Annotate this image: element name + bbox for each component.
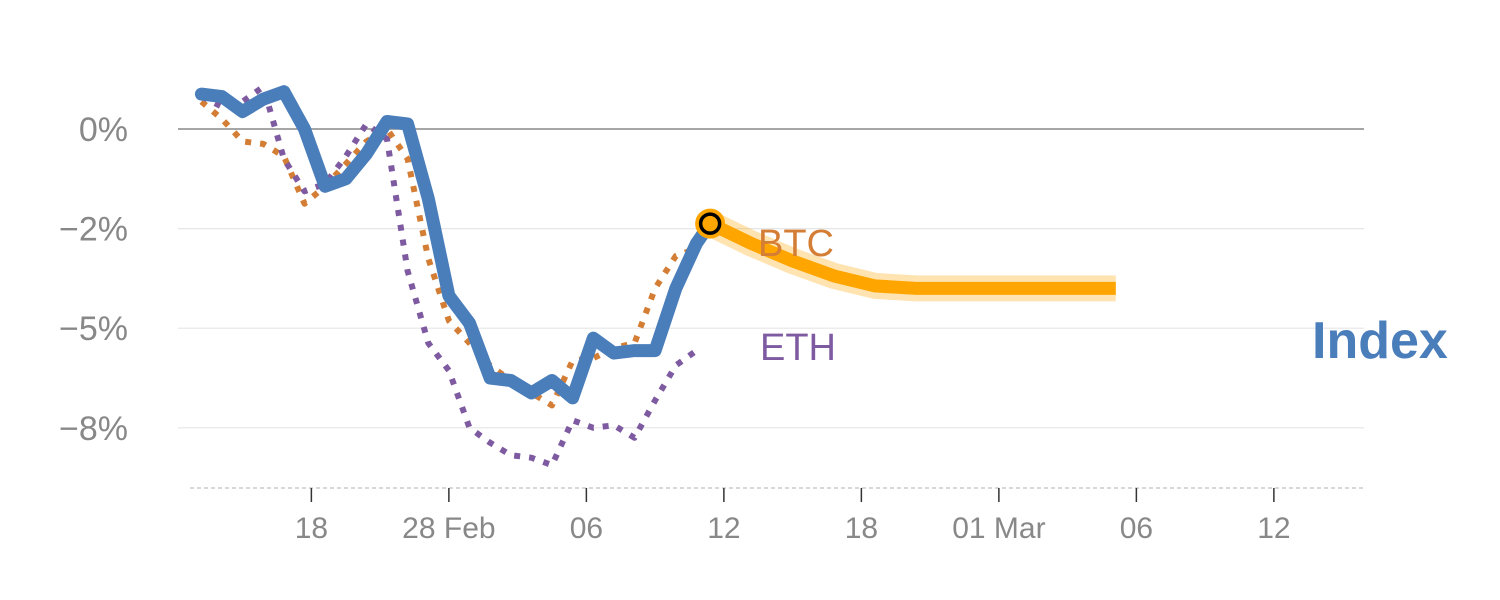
y-tick-label-2: −5%: [59, 310, 128, 348]
btc-series-label: BTC: [758, 223, 834, 265]
x-tick-label-0: 18: [295, 512, 328, 545]
x-tick-label-4: 18: [845, 512, 878, 545]
x-tick-label-2: 06: [570, 512, 603, 545]
x-tick-label-5: 01 Mar: [952, 512, 1045, 545]
index-series-line: [194, 85, 717, 405]
x-tick-label-1: 28 Feb: [402, 512, 495, 545]
x-tick-label-7: 12: [1257, 512, 1290, 545]
x-tick-label-3: 12: [707, 512, 740, 545]
x-tick-label-6: 06: [1120, 512, 1153, 545]
y-tick-label-1: −2%: [59, 211, 128, 249]
index-forecast-line: [707, 217, 1116, 295]
series-group: [194, 83, 1116, 469]
y-tick-label-3: −8%: [59, 410, 128, 448]
x-axis: 18 28 Feb 06 12 18 01 Mar 06 12: [190, 487, 1366, 545]
label-group: BTC ETH Index: [758, 223, 1448, 370]
current-value-marker: [698, 212, 722, 235]
eth-series-label: ETH: [760, 327, 836, 369]
y-tick-label-0: 0%: [79, 111, 128, 149]
index-series-label: Index: [1312, 312, 1448, 370]
btc-series-line: [199, 99, 698, 409]
grid-lines: 0% −2% −5% −8%: [59, 111, 1364, 448]
